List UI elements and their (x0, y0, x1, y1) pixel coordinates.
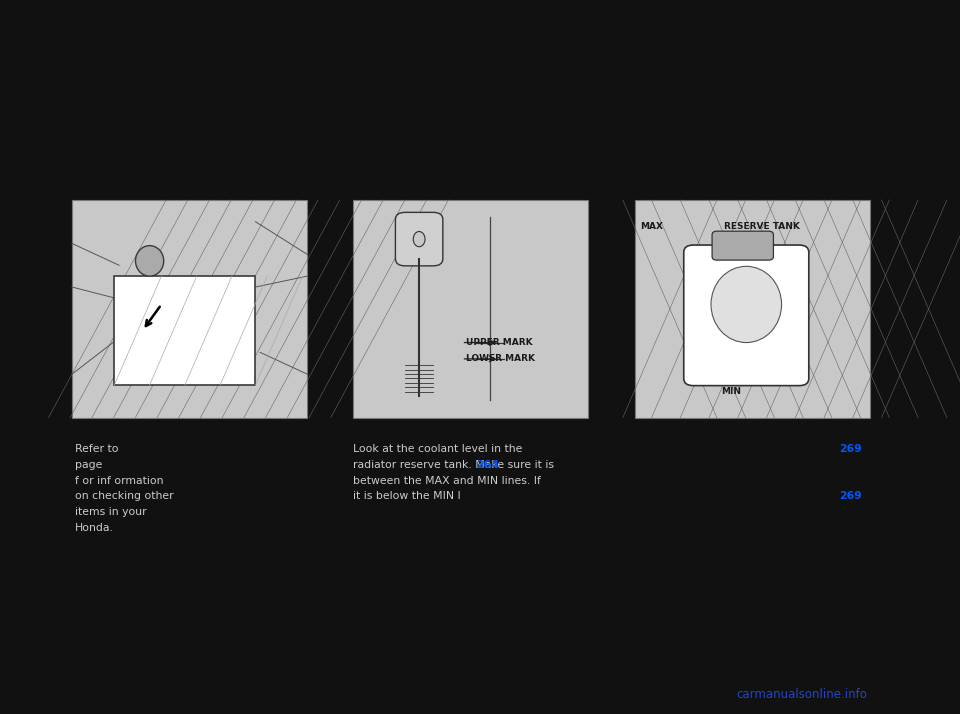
Ellipse shape (135, 246, 164, 276)
Text: items in your: items in your (75, 507, 147, 517)
Text: 269: 269 (839, 444, 862, 454)
Bar (635, 200, 870, 418)
FancyBboxPatch shape (712, 231, 774, 260)
FancyBboxPatch shape (396, 212, 443, 266)
Text: f or inf ormation: f or inf ormation (75, 476, 163, 486)
Ellipse shape (413, 231, 425, 247)
Text: Honda.: Honda. (75, 523, 113, 533)
Bar (72, 200, 307, 418)
Text: radiator reserve tank. Make sure it is: radiator reserve tank. Make sure it is (353, 460, 554, 470)
Text: it is below the MIN l: it is below the MIN l (353, 491, 461, 501)
Ellipse shape (711, 266, 781, 343)
Text: carmanualsonline.info: carmanualsonline.info (736, 688, 867, 701)
FancyBboxPatch shape (684, 245, 808, 386)
Text: MAX: MAX (640, 221, 663, 231)
Text: 264: 264 (476, 460, 499, 470)
Text: on checking other: on checking other (75, 491, 174, 501)
Text: page: page (75, 460, 103, 470)
Bar (114, 276, 255, 385)
Text: between the MAX and MIN lines. If: between the MAX and MIN lines. If (353, 476, 541, 486)
Text: Look at the coolant level in the: Look at the coolant level in the (353, 444, 522, 454)
Text: UPPER MARK: UPPER MARK (467, 338, 533, 347)
Text: LOWER MARK: LOWER MARK (467, 354, 535, 363)
Bar (353, 200, 588, 418)
Text: RESERVE TANK: RESERVE TANK (724, 221, 800, 231)
Text: Refer to: Refer to (75, 444, 118, 454)
Text: 269: 269 (839, 491, 862, 501)
Text: MIN: MIN (722, 387, 741, 396)
